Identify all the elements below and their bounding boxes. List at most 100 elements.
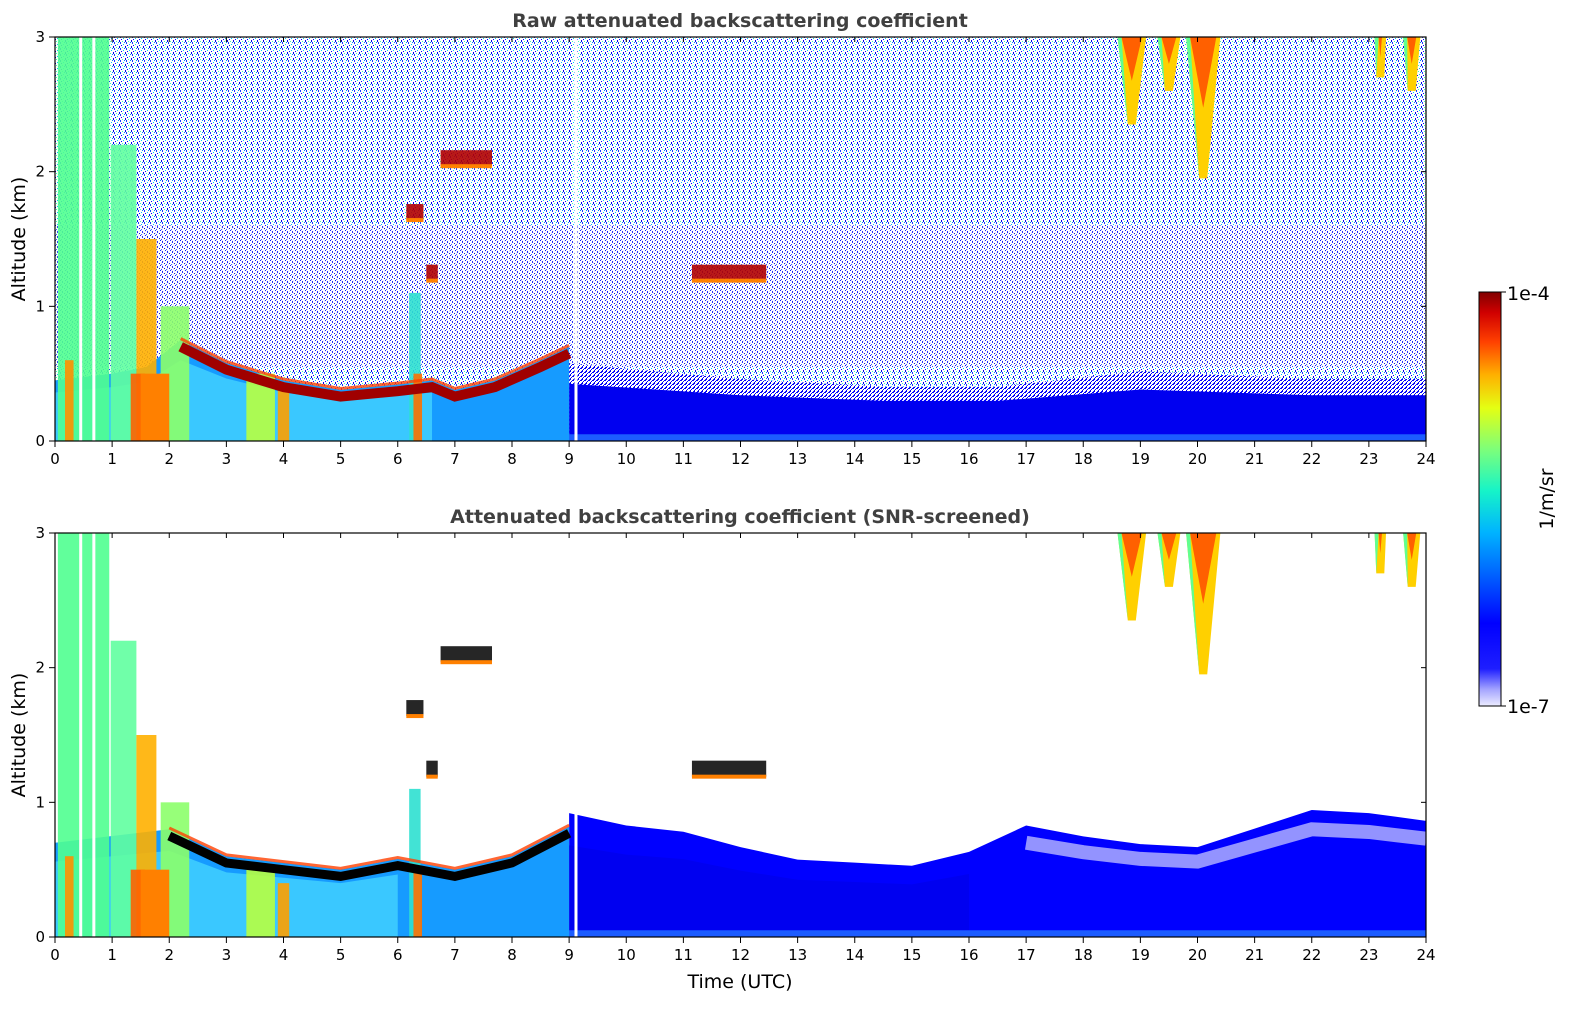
x-tick-label: 18 [1074,450,1093,468]
convective-plume [413,869,423,937]
x-tick-label: 4 [279,946,289,964]
elevated-cloud [406,204,424,221]
x-tick-label: 23 [1359,946,1378,964]
x-tick-label: 21 [1245,450,1264,468]
y-tick-label: 1 [35,297,45,315]
panel-raw-plot-area [55,37,1426,441]
x-tick-label: 9 [564,946,574,964]
high-cloud-edge [1157,37,1165,91]
bl-top-band-edge [180,337,570,391]
x-tick-label: 3 [222,450,232,468]
x-tick-label: 9 [564,450,574,468]
x-tick-label: 0 [50,946,60,964]
x-tick-label: 2 [164,450,174,468]
x-tick-label: 4 [279,450,289,468]
elevated-cloud-base [440,660,493,665]
x-tick-label: 5 [336,450,346,468]
data-gap [79,37,83,441]
x-tick-label: 8 [507,946,517,964]
x-tick-label: 24 [1416,450,1435,468]
data-gap [574,533,578,937]
x-tick-label: 21 [1245,946,1264,964]
data-gap [79,533,83,937]
elevated-cloud [406,700,424,717]
x-tick-label: 13 [788,450,807,468]
night-aerosol-diffuse-top [1024,822,1426,869]
x-tick-label: 11 [674,946,693,964]
high-cloud-edge [1186,533,1200,675]
x-tick-label: 12 [731,946,750,964]
night-aerosol-layer [569,383,1426,441]
convective-plume [246,869,275,937]
convective-plume [64,360,74,441]
elevated-cloud [440,150,493,167]
elevated-cloud-base [406,218,424,223]
x-tick-label: 10 [617,450,636,468]
high-cloud-edge [1157,533,1165,587]
high-cloud-edge [1374,533,1379,574]
high-cloud-edge [1403,533,1408,587]
panel-raw-y-axis-label: Altitude (km) [8,177,30,302]
elevated-cloud [440,646,493,663]
high-cloud-edge [1117,533,1128,621]
bl-top-band-edge [168,823,570,870]
colorbar-label: 1/m/sr [1536,468,1558,529]
x-tick-label: 2 [164,946,174,964]
x-tick-label: 6 [393,450,403,468]
x-tick-label: 1 [107,450,117,468]
high-cloud-core [1407,533,1417,560]
colorbar: 1e-4 1e-7 1/m/sr [1478,283,1558,718]
convective-plume [64,856,74,937]
elevated-cloud [691,760,767,777]
x-tick-label: 24 [1416,946,1435,964]
y-tick-label: 2 [35,659,45,677]
data-gap [92,37,96,441]
x-tick-label: 17 [1017,946,1036,964]
high-cloud-core [1378,37,1383,58]
x-tick-label: 16 [959,450,978,468]
high-cloud-core [1121,37,1143,81]
x-tick-label: 6 [393,946,403,964]
y-tick-label: 3 [35,524,45,542]
convective-plume [409,788,421,937]
x-tick-label: 5 [336,946,346,964]
x-tick-label: 14 [845,946,864,964]
plume-core [140,373,170,441]
x-tick-label: 13 [788,946,807,964]
elevated-cloud-base [691,278,767,283]
x-tick-label: 20 [1188,450,1207,468]
elevated-cloud-base [426,774,438,779]
convective-plume [413,373,423,441]
raw-lower-noise [55,225,1426,367]
x-tick-label: 3 [222,946,232,964]
panel-screened-title: Attenuated backscattering coefficient (S… [450,506,1030,528]
panel-screened-plot-area [55,533,1426,937]
colorbar-min-label: 1e-7 [1507,696,1550,718]
elevated-cloud [691,264,767,281]
elevated-cloud [426,264,438,281]
x-tick-label: 19 [1131,450,1150,468]
high-cloud-core [1161,533,1177,560]
elevated-cloud-base [426,278,438,283]
x-axis-label: Time (UTC) [686,971,792,993]
y-tick-label: 3 [35,28,45,46]
plume-core [140,869,170,937]
elevated-cloud [426,760,438,777]
x-tick-label: 15 [902,946,921,964]
x-tick-label: 23 [1359,450,1378,468]
x-tick-label: 19 [1131,946,1150,964]
x-tick-label: 8 [507,450,517,468]
high-cloud-edge [1186,37,1200,179]
high-cloud-core [1378,533,1383,554]
high-cloud [1186,37,1221,179]
x-tick-label: 20 [1188,946,1207,964]
high-cloud-core [1190,37,1217,108]
x-tick-label: 16 [959,946,978,964]
x-tick-label: 10 [617,946,636,964]
surface-layer [55,930,1426,937]
x-tick-label: 7 [450,946,460,964]
panel-raw-title: Raw attenuated backscattering coefficien… [512,10,968,32]
x-tick-label: 18 [1074,946,1093,964]
panel-raw: Raw attenuated backscattering coefficien… [8,10,1436,468]
